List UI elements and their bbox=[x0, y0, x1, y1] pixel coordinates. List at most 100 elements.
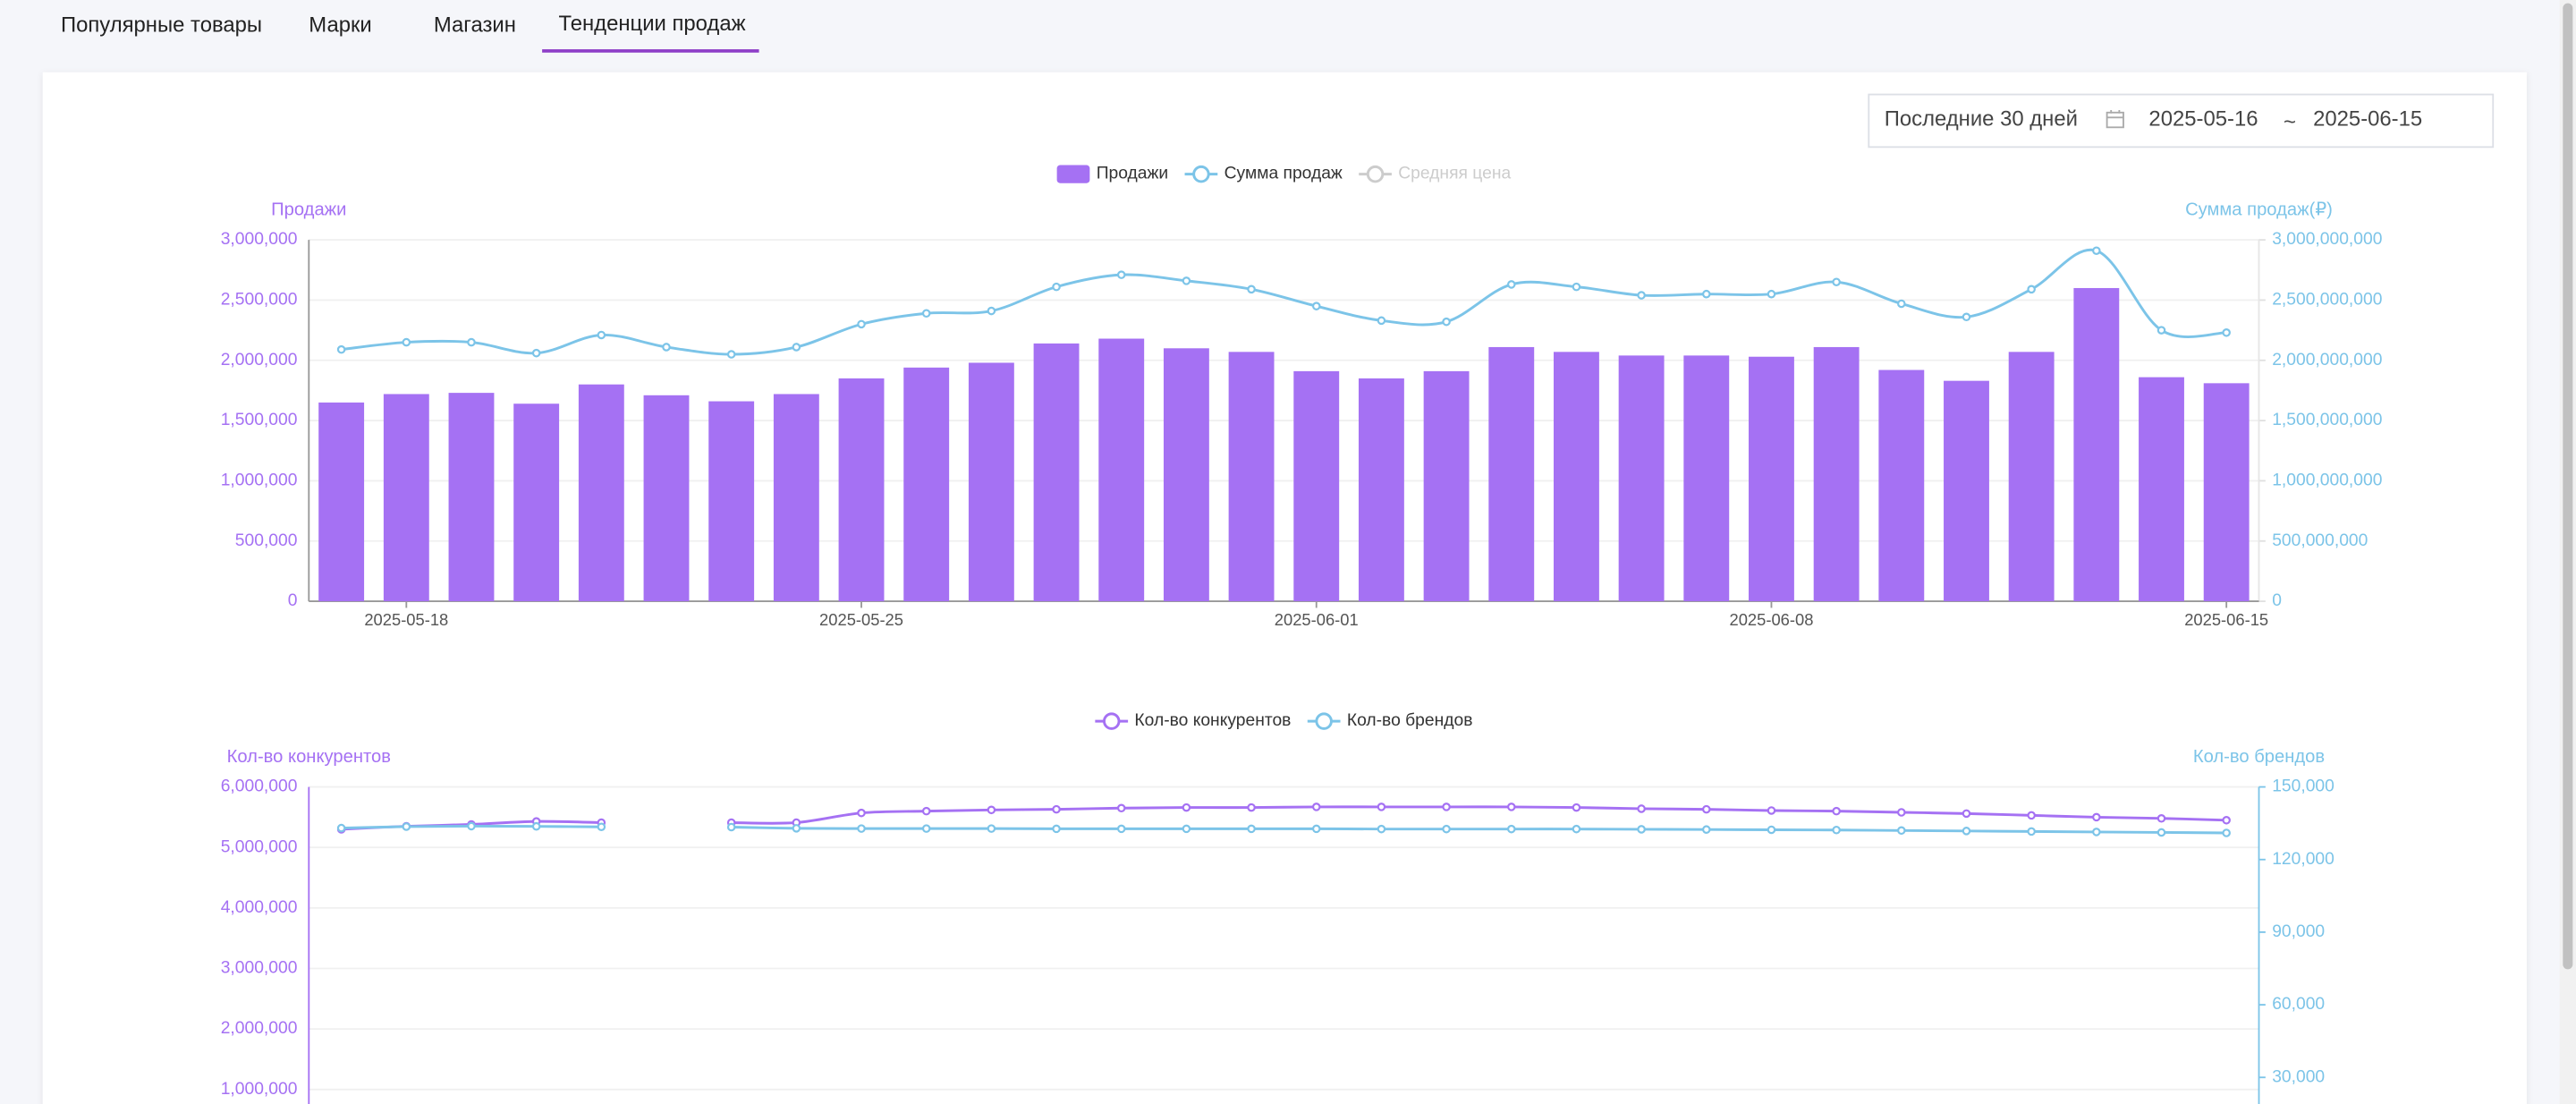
bar bbox=[318, 402, 365, 602]
line-point bbox=[1311, 301, 1321, 310]
line-point bbox=[1311, 803, 1321, 811]
line-point bbox=[597, 330, 606, 340]
bar bbox=[1423, 370, 1470, 602]
line-point bbox=[1377, 316, 1386, 326]
date-start[interactable]: 2025-05-16 bbox=[2148, 106, 2258, 131]
y2-axis-title: Сумма продаж(₽) bbox=[2185, 200, 2333, 219]
line-point bbox=[1182, 276, 1191, 285]
bar bbox=[1163, 348, 1209, 602]
tab[interactable]: Популярные товары bbox=[61, 13, 262, 38]
line-point bbox=[402, 337, 411, 347]
line-point bbox=[987, 824, 996, 833]
bar bbox=[1358, 378, 1404, 602]
bar bbox=[578, 384, 624, 602]
bar bbox=[1488, 346, 1535, 602]
line-point bbox=[1702, 825, 1711, 834]
bar bbox=[2203, 383, 2250, 602]
y-tick-label: 3,000,000 bbox=[221, 230, 298, 249]
legend-item[interactable]: Кол-во конкурентов bbox=[1095, 711, 1291, 730]
line-point bbox=[336, 344, 346, 354]
line-point bbox=[597, 822, 606, 832]
line-point bbox=[2092, 828, 2101, 836]
legend-label: Продажи bbox=[1097, 165, 1168, 183]
line-point bbox=[1897, 826, 1906, 836]
line-point bbox=[921, 309, 931, 318]
y-axis-title: Кол-во конкурентов bbox=[227, 747, 391, 767]
legend-item[interactable]: Средняя цена bbox=[1359, 165, 1511, 183]
legend-swatch-marker bbox=[1192, 165, 1210, 183]
line-point bbox=[2222, 328, 2231, 337]
line-point bbox=[1506, 280, 1516, 289]
line-point bbox=[1442, 803, 1451, 811]
line-point bbox=[467, 337, 476, 347]
line-point bbox=[1897, 808, 1906, 817]
legend: Продажи Сумма продаж Средняя цена bbox=[1056, 165, 1511, 183]
bar bbox=[513, 403, 560, 602]
y2-tick-label: 30,000 bbox=[2272, 1067, 2325, 1086]
y-tick-label: 3,000,000 bbox=[221, 959, 298, 978]
legend-label: Кол-во брендов bbox=[1347, 711, 1473, 730]
line-point bbox=[1442, 824, 1451, 834]
bar bbox=[1878, 369, 1925, 602]
tab[interactable]: Магазин bbox=[434, 13, 516, 38]
legend-item[interactable]: Сумма продаж bbox=[1184, 165, 1343, 183]
scrollbar-thumb bbox=[2563, 3, 2573, 970]
line-point bbox=[2157, 828, 2166, 837]
bar bbox=[968, 362, 1014, 602]
line-point bbox=[1702, 289, 1711, 299]
x-tick-label: 2025-06-01 bbox=[1275, 610, 1359, 629]
bar bbox=[2139, 377, 2184, 602]
y2-tick-label: 2,500,000,000 bbox=[2272, 291, 2382, 310]
line-point bbox=[1442, 317, 1451, 327]
bar bbox=[1749, 356, 1794, 602]
y2-tick-label: 150,000 bbox=[2272, 777, 2334, 796]
bar bbox=[448, 393, 495, 602]
bar bbox=[643, 395, 690, 602]
line-point bbox=[1052, 804, 1061, 814]
bar bbox=[1033, 343, 1080, 602]
line-point bbox=[1767, 806, 1776, 815]
line-point bbox=[1767, 825, 1776, 835]
legend-item[interactable]: Продажи bbox=[1056, 165, 1169, 183]
tab-active[interactable]: Тенденции продаж bbox=[558, 12, 745, 36]
line-point bbox=[1572, 803, 1581, 812]
line-point bbox=[792, 824, 801, 833]
bar bbox=[1813, 346, 1860, 602]
bar bbox=[1554, 352, 1599, 602]
line-point bbox=[336, 823, 346, 833]
bar bbox=[1618, 355, 1665, 602]
line-point bbox=[857, 319, 866, 329]
y-tick-label: 6,000,000 bbox=[221, 777, 298, 796]
line-point bbox=[1182, 824, 1191, 834]
bar bbox=[2073, 287, 2120, 602]
line-point bbox=[1637, 291, 1646, 300]
bar bbox=[1683, 355, 1730, 602]
x-tick-label: 2025-05-25 bbox=[819, 610, 903, 629]
line-point bbox=[726, 822, 736, 832]
tab-underline bbox=[542, 49, 759, 53]
bar bbox=[1293, 370, 1340, 602]
line-point bbox=[921, 824, 931, 833]
legend-label: Средняя цена bbox=[1398, 165, 1511, 183]
date-end[interactable]: 2025-06-15 bbox=[2313, 106, 2422, 131]
line-point bbox=[987, 805, 996, 815]
y-tick-label: 500,000 bbox=[235, 531, 298, 550]
y2-tick-label: 2,000,000,000 bbox=[2272, 351, 2382, 369]
y-tick-label: 4,000,000 bbox=[221, 898, 298, 917]
line-point bbox=[662, 343, 671, 352]
bar bbox=[1228, 352, 1275, 602]
line-point bbox=[467, 821, 476, 831]
tab[interactable]: Марки bbox=[309, 13, 371, 38]
date-picker[interactable] bbox=[1868, 93, 2495, 149]
line-point bbox=[1767, 289, 1776, 299]
line-point bbox=[2157, 813, 2166, 823]
bar bbox=[708, 401, 755, 602]
line-point bbox=[1247, 824, 1256, 834]
line-point bbox=[2222, 816, 2231, 825]
date-preset[interactable]: Последние 30 дней bbox=[1885, 106, 2078, 131]
bar bbox=[903, 367, 950, 602]
line-point bbox=[1052, 282, 1061, 292]
legend-item[interactable]: Кол-во брендов bbox=[1307, 711, 1473, 730]
y-tick-label: 1,500,000 bbox=[221, 411, 298, 429]
